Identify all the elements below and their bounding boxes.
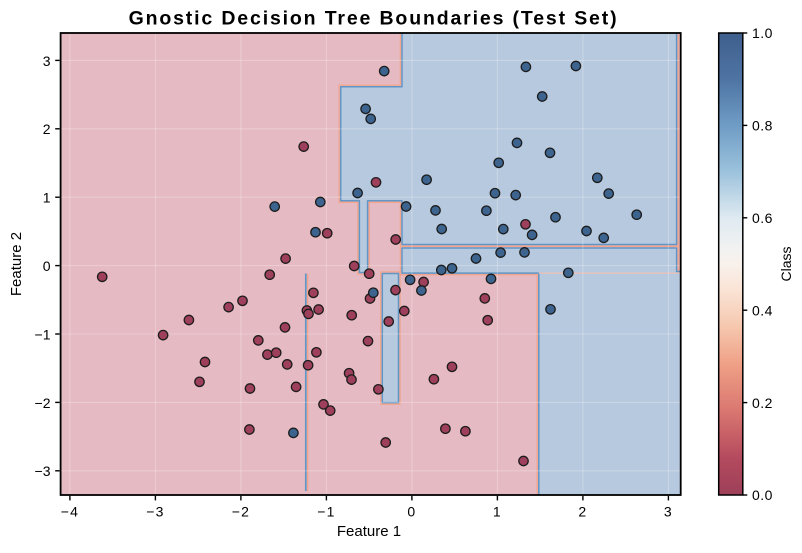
svg-text:3: 3: [664, 503, 673, 519]
svg-text:1: 1: [493, 503, 502, 519]
svg-text:−1: −1: [35, 326, 51, 342]
svg-text:−3: −3: [35, 463, 51, 479]
svg-text:3: 3: [43, 53, 51, 69]
svg-text:Feature 2: Feature 2: [8, 232, 25, 296]
svg-text:0.8: 0.8: [752, 118, 773, 134]
svg-text:0: 0: [407, 503, 416, 519]
svg-text:−1: −1: [317, 503, 335, 519]
svg-text:1: 1: [43, 190, 51, 206]
svg-text:0.6: 0.6: [752, 210, 773, 226]
svg-text:Feature 1: Feature 1: [337, 523, 401, 540]
svg-text:2: 2: [578, 503, 587, 519]
svg-text:1.0: 1.0: [752, 25, 773, 41]
svg-text:Class: Class: [778, 246, 794, 281]
svg-text:2: 2: [43, 121, 51, 137]
svg-text:Gnostic Decision Tree Boundari: Gnostic Decision Tree Boundaries (Test S…: [129, 7, 619, 29]
svg-text:0: 0: [43, 258, 51, 274]
svg-text:−2: −2: [35, 395, 51, 411]
svg-text:0.0: 0.0: [752, 487, 773, 503]
svg-text:0.4: 0.4: [752, 302, 773, 318]
svg-text:−2: −2: [232, 503, 250, 519]
svg-text:−4: −4: [61, 503, 79, 519]
svg-text:−3: −3: [146, 503, 164, 519]
svg-text:0.2: 0.2: [752, 395, 773, 411]
